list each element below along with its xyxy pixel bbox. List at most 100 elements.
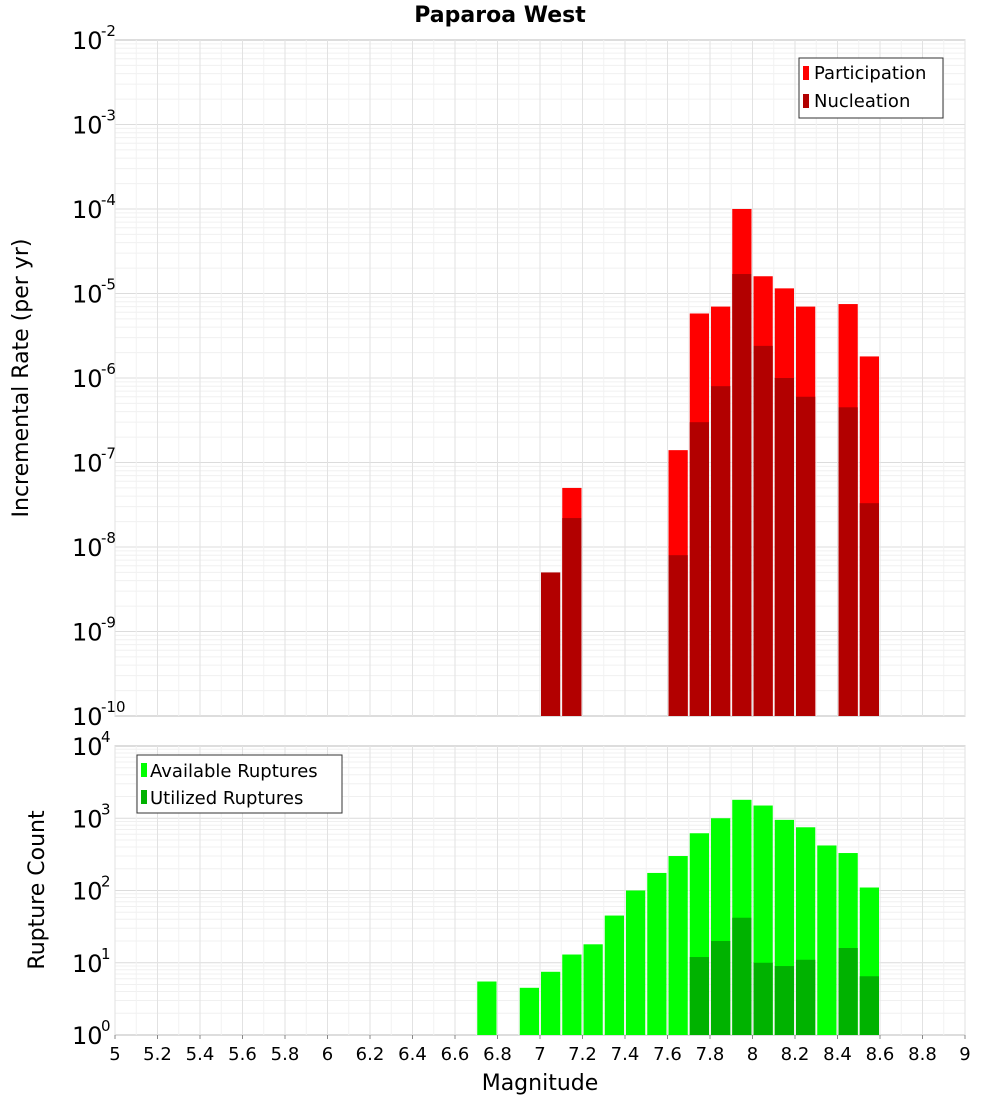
count-plot-legend: Available Ruptures Utilized Ruptures (136, 754, 343, 814)
x-tick-label: 6 (322, 1044, 333, 1065)
x-axis-label: Magnitude (482, 1071, 599, 1096)
count-available-ruptures-bar (477, 981, 497, 1035)
count-available-ruptures-bar (668, 856, 688, 1035)
count-utilized-ruptures-bar (753, 962, 773, 1035)
y-tick-exponent: -6 (101, 360, 116, 378)
x-tick-label: 7 (534, 1044, 545, 1065)
x-tick-label: 6.4 (398, 1044, 427, 1065)
count-available-ruptures-bar (647, 872, 667, 1035)
y-tick-exponent: 4 (101, 728, 111, 746)
rate-nucleation-bar (541, 572, 561, 716)
count-plot-y-label: Rupture Count (25, 810, 50, 970)
rate-plot-legend: Participation Nucleation (798, 57, 944, 119)
chart-title: Paparoa West (414, 3, 586, 28)
y-tick-exponent: -2 (101, 22, 116, 40)
y-tick-label: 10 (72, 805, 103, 833)
y-tick-exponent: 2 (101, 873, 111, 891)
count-utilized-ruptures-bar (689, 957, 709, 1035)
y-tick-exponent: -4 (101, 191, 116, 209)
x-tick-label: 6.8 (483, 1044, 512, 1065)
rate-nucleation-bar (711, 386, 731, 716)
y-tick-label: 10 (72, 950, 103, 978)
count-utilized-ruptures-bar (711, 941, 731, 1035)
count-utilized-ruptures-bar (732, 917, 752, 1035)
rate-nucleation-bar (562, 518, 582, 716)
count-available-ruptures-bar (541, 971, 561, 1035)
rate-nucleation-bar (796, 396, 816, 716)
x-tick-label: 5.8 (271, 1044, 300, 1065)
y-tick-label: 10 (72, 196, 103, 224)
count-utilized-ruptures-bar (774, 966, 794, 1035)
x-tick-label: 5.4 (186, 1044, 215, 1065)
legend-label-nucleation: Nucleation (814, 91, 910, 112)
y-tick-exponent: -5 (101, 276, 116, 294)
x-tick-label: 8.8 (908, 1044, 937, 1065)
y-tick-exponent: 3 (101, 800, 111, 818)
y-tick-label: 10 (72, 1022, 103, 1050)
y-tick-exponent: -10 (101, 698, 126, 716)
legend-label-participation: Participation (814, 63, 926, 84)
y-tick-label: 10 (72, 878, 103, 906)
x-tick-label: 8.4 (823, 1044, 852, 1065)
legend-swatch-utilized-ruptures (141, 790, 147, 804)
legend-swatch-available-ruptures (141, 763, 147, 777)
y-tick-label: 10 (72, 365, 103, 393)
count-available-ruptures-bar (583, 944, 603, 1035)
legend-label-utilized-ruptures: Utilized Ruptures (150, 788, 303, 809)
y-tick-label: 10 (72, 27, 103, 55)
legend-swatch-nucleation (803, 94, 809, 108)
count-utilized-ruptures-bar (796, 959, 816, 1035)
x-tick-label: 6.2 (356, 1044, 385, 1065)
y-tick-exponent: -9 (101, 614, 116, 632)
count-utilized-ruptures-bar (838, 948, 858, 1035)
y-tick-exponent: -7 (101, 445, 116, 463)
y-tick-label: 10 (72, 733, 103, 761)
y-tick-exponent: -8 (101, 529, 116, 547)
x-tick-label: 5.2 (143, 1044, 172, 1065)
rate-nucleation-bar (668, 555, 688, 716)
x-tick-label: 5.6 (228, 1044, 257, 1065)
y-tick-label: 10 (72, 619, 103, 647)
y-tick-label: 10 (72, 450, 103, 478)
y-tick-label: 10 (72, 703, 103, 731)
x-tick-label: 8.2 (781, 1044, 810, 1065)
rate-legend-box (798, 57, 944, 119)
x-tick-label: 7.4 (611, 1044, 640, 1065)
y-tick-exponent: -3 (101, 107, 116, 125)
y-tick-label: 10 (72, 281, 103, 309)
x-tick-label: 7.2 (568, 1044, 597, 1065)
legend-label-available-ruptures: Available Ruptures (150, 761, 318, 782)
x-tick-label: 9 (959, 1044, 970, 1065)
y-tick-label: 10 (72, 112, 103, 140)
rate-nucleation-bar (859, 503, 879, 716)
count-plot-x-ticks: 5 5.2 5.4 5.6 5.8 6 6.2 6.4 6.6 6.8 7 7.2 7.4 7.6 7.8 8… (109, 1035, 971, 1065)
count-plot-bars (477, 799, 879, 1035)
x-tick-label: 8.6 (866, 1044, 895, 1065)
y-tick-exponent: 1 (101, 945, 111, 963)
x-tick-label: 6.6 (441, 1044, 470, 1065)
x-tick-label: 7.8 (696, 1044, 725, 1065)
count-legend-box (136, 754, 343, 814)
rate-plot-grid (114, 40, 966, 716)
rate-plot-y-label: Incremental Rate (per yr) (9, 239, 34, 518)
x-tick-label: 7.6 (653, 1044, 682, 1065)
count-available-ruptures-bar (626, 890, 646, 1035)
count-available-ruptures-bar (604, 915, 624, 1035)
rate-nucleation-bar (774, 378, 794, 716)
rate-nucleation-bar (689, 422, 709, 716)
count-available-ruptures-bar (562, 954, 582, 1035)
y-tick-exponent: 0 (101, 1017, 111, 1035)
y-tick-label: 10 (72, 534, 103, 562)
rate-nucleation-bar (732, 274, 752, 716)
count-available-ruptures-bar (817, 845, 837, 1035)
count-utilized-ruptures-bar (859, 976, 879, 1035)
x-tick-label: 5 (109, 1044, 120, 1065)
rate-plot-bars (541, 209, 879, 716)
count-available-ruptures-bar (519, 987, 539, 1035)
rate-nucleation-bar (838, 407, 858, 716)
x-tick-label: 8 (747, 1044, 758, 1065)
